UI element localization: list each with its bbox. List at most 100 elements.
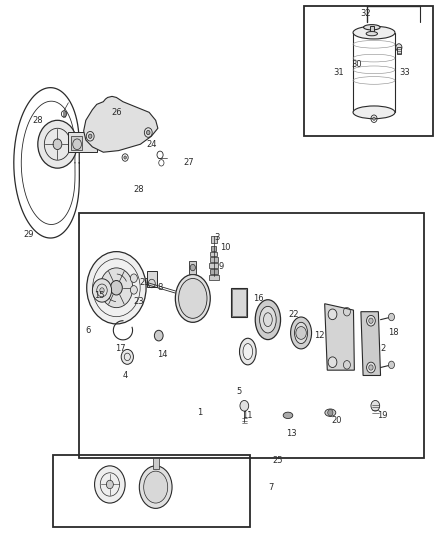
- Circle shape: [190, 264, 195, 271]
- Text: 3: 3: [214, 233, 219, 242]
- Circle shape: [147, 131, 150, 135]
- Text: 33: 33: [399, 68, 410, 77]
- Circle shape: [100, 288, 104, 293]
- Bar: [71, 136, 82, 150]
- Circle shape: [367, 362, 375, 373]
- Ellipse shape: [179, 278, 207, 318]
- Circle shape: [38, 120, 77, 168]
- Bar: [210, 257, 218, 262]
- Ellipse shape: [353, 26, 395, 39]
- Bar: [232, 289, 246, 316]
- Bar: [211, 246, 216, 251]
- Text: 30: 30: [351, 60, 362, 69]
- Bar: [210, 269, 218, 274]
- Circle shape: [121, 350, 134, 365]
- Text: 7: 7: [268, 482, 274, 491]
- Text: 11: 11: [242, 411, 253, 420]
- Bar: [231, 288, 247, 317]
- Text: 16: 16: [253, 294, 264, 303]
- Text: 28: 28: [32, 116, 43, 125]
- Ellipse shape: [294, 322, 307, 344]
- Bar: [397, 47, 401, 54]
- Text: 8: 8: [157, 283, 163, 292]
- Text: 2: 2: [380, 344, 385, 353]
- Text: 12: 12: [314, 331, 325, 340]
- Text: 6: 6: [85, 326, 91, 335]
- Circle shape: [53, 139, 62, 150]
- Bar: [304, 6, 433, 136]
- Ellipse shape: [243, 344, 253, 360]
- Text: 1: 1: [197, 408, 202, 417]
- Circle shape: [328, 357, 337, 368]
- Circle shape: [328, 309, 337, 320]
- Circle shape: [389, 361, 395, 368]
- Circle shape: [131, 274, 138, 282]
- Text: 32: 32: [360, 10, 371, 19]
- Text: 20: 20: [332, 416, 342, 425]
- Text: 28: 28: [133, 185, 144, 194]
- Text: 27: 27: [183, 158, 194, 167]
- Text: 17: 17: [116, 344, 126, 353]
- Ellipse shape: [283, 412, 293, 418]
- Text: 29: 29: [24, 230, 34, 239]
- Circle shape: [369, 318, 373, 324]
- Circle shape: [373, 117, 375, 120]
- Circle shape: [131, 286, 138, 294]
- Text: 24: 24: [146, 140, 156, 149]
- Circle shape: [95, 466, 125, 503]
- Circle shape: [124, 156, 127, 159]
- Text: 9: 9: [219, 262, 224, 271]
- Bar: [189, 261, 196, 274]
- Bar: [211, 236, 217, 243]
- Circle shape: [296, 327, 306, 340]
- Ellipse shape: [144, 471, 168, 503]
- Text: 22: 22: [288, 310, 298, 319]
- Circle shape: [396, 44, 402, 51]
- Text: 4: 4: [123, 371, 128, 380]
- Circle shape: [154, 330, 163, 341]
- Circle shape: [389, 313, 395, 321]
- Bar: [209, 275, 219, 280]
- Text: 26: 26: [111, 108, 122, 117]
- Bar: [53, 455, 250, 527]
- Ellipse shape: [139, 466, 172, 508]
- Text: 18: 18: [389, 328, 399, 337]
- Circle shape: [100, 268, 133, 308]
- Text: 15: 15: [94, 291, 104, 300]
- Ellipse shape: [260, 306, 276, 333]
- Circle shape: [88, 134, 92, 139]
- Circle shape: [367, 316, 375, 326]
- Ellipse shape: [240, 338, 256, 365]
- Text: 19: 19: [378, 411, 388, 420]
- Ellipse shape: [366, 31, 378, 36]
- Text: 14: 14: [157, 350, 167, 359]
- Bar: [152, 458, 159, 469]
- Text: 25: 25: [273, 456, 283, 465]
- Text: 21: 21: [140, 278, 150, 287]
- Polygon shape: [361, 312, 381, 375]
- Circle shape: [110, 280, 122, 295]
- Text: 10: 10: [220, 244, 231, 253]
- Polygon shape: [325, 304, 354, 370]
- Ellipse shape: [325, 409, 336, 416]
- Bar: [79, 213, 424, 458]
- Bar: [370, 26, 374, 34]
- Text: 23: 23: [133, 296, 144, 305]
- Circle shape: [371, 400, 380, 411]
- Ellipse shape: [290, 317, 311, 349]
- Circle shape: [106, 480, 113, 489]
- Ellipse shape: [175, 274, 210, 322]
- Circle shape: [87, 252, 146, 324]
- Circle shape: [92, 279, 112, 302]
- Circle shape: [328, 409, 333, 416]
- Ellipse shape: [364, 25, 380, 30]
- Bar: [209, 263, 218, 268]
- Bar: [210, 252, 217, 256]
- Text: 5: 5: [236, 387, 241, 396]
- Bar: [147, 271, 156, 287]
- Ellipse shape: [353, 106, 395, 119]
- Ellipse shape: [255, 300, 281, 340]
- Circle shape: [369, 365, 373, 370]
- Text: 13: 13: [286, 430, 297, 439]
- Polygon shape: [84, 96, 158, 152]
